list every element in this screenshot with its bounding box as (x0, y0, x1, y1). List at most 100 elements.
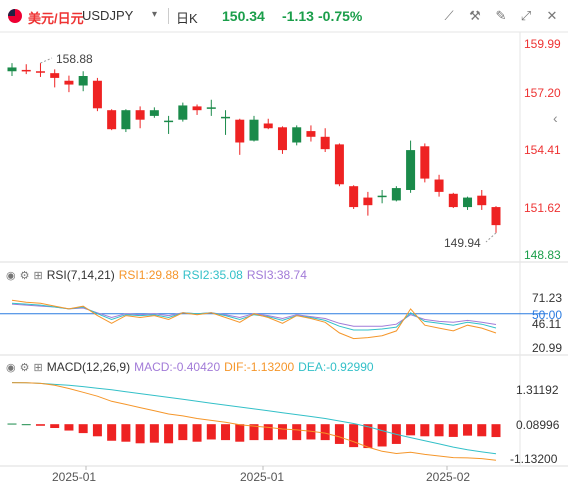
y-tick: 159.99 (524, 37, 561, 51)
macd-bar (221, 424, 231, 441)
macd-bar (135, 424, 145, 444)
pair-label[interactable]: 美元/日元 (28, 11, 84, 26)
plus-icon[interactable]: ⊞ (33, 269, 43, 282)
rsi1-line (11, 299, 497, 340)
macd-bar (477, 424, 487, 437)
candle-body (292, 127, 302, 143)
candle-body (92, 80, 102, 109)
x-tick: 2025-02 (426, 470, 471, 484)
rsi1-value: RSI1:29.88 (118, 268, 179, 282)
candle-body (107, 110, 117, 130)
macd-bar (149, 424, 159, 443)
candle-body (249, 119, 259, 141)
settings-icon[interactable]: ⚙ (19, 361, 30, 374)
candle-body (448, 193, 458, 208)
rsi-y-tick: 71.23 (532, 291, 563, 305)
expand-icon[interactable]: ⤢ (520, 8, 532, 23)
candle-body (206, 107, 216, 109)
candle-body (406, 150, 416, 190)
macd-bar (78, 424, 88, 434)
rsi-header: ◉ ⚙ ⊞ RSI(7,14,21) RSI1:29.88 RSI2:35.08… (6, 268, 307, 282)
candle-body (135, 110, 145, 120)
chevron-down-icon[interactable]: ▾ (152, 9, 158, 20)
candle-body (491, 207, 501, 226)
candle-body (277, 127, 287, 151)
macd-bar (64, 424, 74, 431)
y-tick: 154.41 (524, 143, 561, 157)
candle-body (320, 136, 330, 150)
y-tick: 157.20 (524, 86, 561, 100)
settings-icon[interactable]: ⚙ (19, 269, 30, 282)
symbol-label[interactable]: USDJPY (82, 8, 134, 23)
chart-header: 美元/日元 USDJPY ▾ 日K 150.34 -1.13 -0.75% ⟋ … (0, 0, 568, 32)
rsi-y-tick: 20.99 (532, 341, 563, 355)
candle-body (463, 197, 473, 208)
candle-body (334, 144, 344, 185)
macd-bar (178, 424, 188, 441)
x-tick: 2025-01 (52, 470, 97, 484)
candle-body (149, 110, 159, 116)
price-change: -1.13 (282, 8, 314, 24)
candle-body (78, 76, 88, 86)
timeframe-selector[interactable]: 日K (176, 11, 198, 26)
macd-bar (320, 424, 330, 441)
candle-body (121, 110, 131, 130)
macd-value: MACD:-0.40420 (134, 360, 221, 374)
dif-value: DIF:-1.13200 (224, 360, 295, 374)
macd-bar (292, 424, 302, 441)
eye-icon[interactable]: ◉ (6, 361, 16, 374)
macd-bar (92, 424, 102, 437)
rsi-y-tick: 46.11 (532, 317, 562, 331)
macd-bar (306, 424, 316, 440)
macd-bar (192, 424, 202, 442)
macd-bar (107, 424, 117, 441)
macd-bar (420, 424, 430, 437)
low-annotation: 149.94 (444, 236, 481, 250)
price-change-pct: -0.75% (318, 8, 363, 24)
candle-body (391, 188, 401, 201)
candle-body (64, 80, 74, 85)
candle-body (221, 116, 231, 119)
dea-line (11, 382, 497, 455)
plus-icon[interactable]: ⊞ (33, 361, 43, 374)
macd-bar (35, 424, 45, 426)
candle-body (21, 69, 31, 72)
candle-body (50, 73, 60, 78)
macd-bar (377, 424, 387, 447)
macd-y-tick: 1.31192 (516, 383, 559, 397)
annotation-leader (40, 57, 53, 64)
macd-bar (363, 424, 373, 449)
pencil-icon[interactable]: ✎ (495, 8, 507, 23)
last-price: 150.34 (222, 8, 265, 24)
macd-bar (206, 424, 216, 440)
candle-body (164, 120, 174, 123)
chevron-left-icon[interactable]: ‹ (553, 110, 558, 126)
candle-body (192, 106, 202, 111)
close-icon[interactable]: ✕ (546, 8, 558, 23)
macd-bar (263, 424, 273, 441)
macd-bar (406, 424, 416, 436)
dif-line (12, 382, 497, 461)
rsi2-line (11, 302, 497, 331)
chart-tool-icon[interactable]: ⟋ (444, 8, 454, 23)
y-tick: 148.83 (524, 248, 561, 262)
rsi2-value: RSI2:35.08 (182, 268, 243, 282)
macd-y-tick: 0.08996 (516, 418, 560, 432)
macd-bar (334, 424, 344, 444)
candle-body (178, 105, 188, 120)
dea-value: DEA:-0.92990 (298, 360, 374, 374)
eye-icon[interactable]: ◉ (6, 269, 16, 282)
draw-icon[interactable]: ⚒ (469, 8, 481, 23)
macd-bar (21, 424, 31, 426)
macd-bar (121, 424, 131, 442)
candle-body (363, 197, 373, 206)
candle-body (349, 186, 359, 208)
candle-body (7, 67, 17, 72)
annotation-leader (485, 232, 497, 243)
candle-body (420, 146, 430, 179)
divider (168, 8, 169, 24)
macd-bar (7, 423, 17, 425)
macd-bar (249, 424, 259, 441)
macd-y-tick: -1.13200 (510, 452, 558, 466)
